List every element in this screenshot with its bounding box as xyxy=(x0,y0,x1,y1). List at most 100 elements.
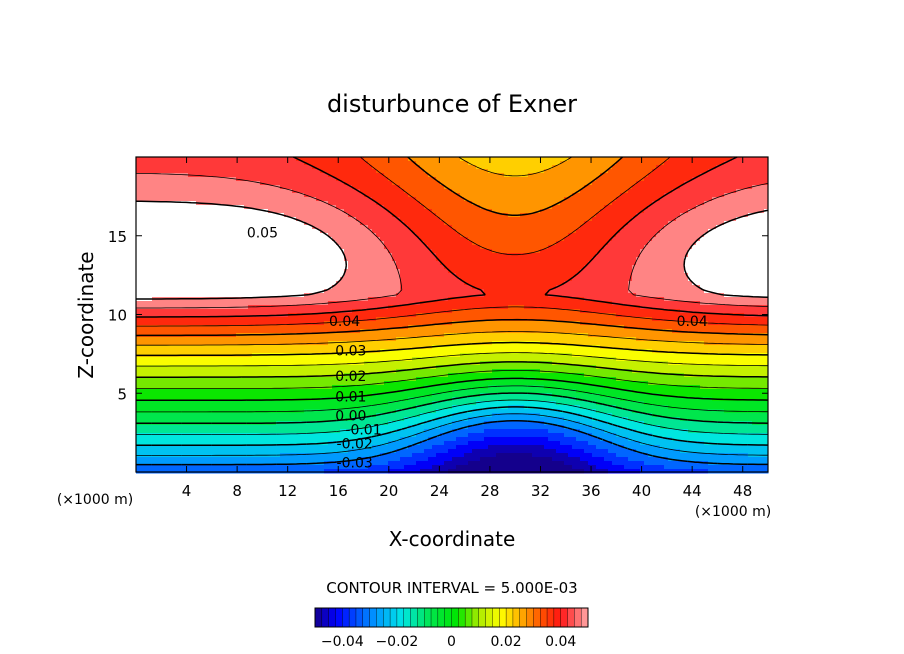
fill-cell xyxy=(732,241,737,246)
fill-cell xyxy=(548,245,553,250)
fill-cell xyxy=(576,225,581,230)
fill-cell xyxy=(452,157,457,162)
fill-cell xyxy=(584,269,589,274)
fill-cell xyxy=(324,245,329,250)
fill-cell xyxy=(456,157,461,162)
fill-cell xyxy=(520,189,525,194)
fill-cell xyxy=(484,213,489,218)
fill-cell xyxy=(464,245,469,250)
fill-cell xyxy=(232,193,237,198)
fill-cell xyxy=(212,273,217,278)
fill-cell xyxy=(328,277,333,282)
fill-cell xyxy=(296,221,301,226)
fill-cell xyxy=(248,245,253,250)
fill-cell xyxy=(200,213,205,218)
fill-cell xyxy=(172,257,177,262)
fill-cell xyxy=(656,253,661,258)
fill-cell xyxy=(600,173,605,178)
fill-cell xyxy=(204,257,209,262)
fill-cell xyxy=(404,225,409,230)
fill-cell xyxy=(564,229,569,234)
fill-cell xyxy=(216,253,221,258)
fill-cell xyxy=(264,265,269,270)
fill-cell xyxy=(604,273,609,278)
fill-cell xyxy=(680,177,685,182)
fill-cell xyxy=(540,245,545,250)
fill-cell xyxy=(584,173,589,178)
fill-cell xyxy=(736,173,741,178)
fill-cell xyxy=(664,237,669,242)
fill-cell xyxy=(332,233,337,238)
fill-cell xyxy=(640,185,645,190)
fill-cell xyxy=(276,245,281,250)
fill-cell xyxy=(504,193,509,198)
fill-cell xyxy=(236,205,241,210)
fill-cell xyxy=(172,249,177,254)
fill-cell xyxy=(564,233,569,238)
fill-cell xyxy=(344,161,349,166)
fill-cell xyxy=(560,217,565,222)
fill-cell xyxy=(468,277,473,282)
fill-cell xyxy=(340,253,345,258)
fill-cell xyxy=(552,241,557,246)
fill-cell xyxy=(276,273,281,278)
fill-cell xyxy=(748,241,753,246)
fill-cell xyxy=(540,205,545,210)
fill-cell xyxy=(460,201,465,206)
fill-cell xyxy=(752,201,757,206)
fill-cell xyxy=(504,189,509,194)
fill-cell xyxy=(436,201,441,206)
fill-cell xyxy=(312,157,317,162)
fill-cell xyxy=(348,193,353,198)
fill-cell xyxy=(668,229,673,234)
fill-cell xyxy=(260,209,265,214)
fill-cell xyxy=(360,185,365,190)
fill-cell xyxy=(648,257,653,262)
fill-cell xyxy=(752,229,757,234)
fill-cell xyxy=(428,273,433,278)
fill-cell xyxy=(260,217,265,222)
fill-cell xyxy=(180,253,185,258)
fill-cell xyxy=(704,277,709,282)
fill-cell xyxy=(188,221,193,226)
fill-cell xyxy=(752,165,757,170)
fill-cell xyxy=(428,281,433,286)
fill-cell xyxy=(736,261,741,266)
fill-cell xyxy=(464,189,469,194)
fill-cell xyxy=(752,273,757,278)
fill-cell xyxy=(364,177,369,182)
fill-cell xyxy=(404,193,409,198)
fill-cell xyxy=(512,237,517,242)
fill-cell xyxy=(304,257,309,262)
fill-cell xyxy=(656,161,661,166)
fill-cell xyxy=(456,205,461,210)
fill-cell xyxy=(636,193,641,198)
fill-cell xyxy=(448,281,453,286)
fill-cell xyxy=(248,233,253,238)
fill-cell xyxy=(200,193,205,198)
fill-cell xyxy=(556,165,561,170)
fill-cell xyxy=(756,173,761,178)
fill-cell xyxy=(320,161,325,166)
fill-cell xyxy=(420,201,425,206)
fill-cell xyxy=(528,157,533,162)
fill-cell xyxy=(748,161,753,166)
fill-cell xyxy=(216,265,221,270)
fill-cell xyxy=(284,225,289,230)
fill-cell xyxy=(736,257,741,262)
fill-cell xyxy=(252,185,257,190)
fill-cell xyxy=(712,181,717,186)
fill-cell xyxy=(400,209,405,214)
fill-cell xyxy=(264,213,269,218)
fill-cell xyxy=(688,237,693,242)
fill-cell xyxy=(312,229,317,234)
fill-cell xyxy=(688,173,693,178)
fill-cell xyxy=(420,189,425,194)
fill-cell xyxy=(600,165,605,170)
fill-cell xyxy=(548,229,553,234)
fill-cell xyxy=(308,185,313,190)
fill-cell xyxy=(512,277,517,282)
fill-cell xyxy=(412,185,417,190)
fill-cell xyxy=(708,245,713,250)
fill-cell xyxy=(292,233,297,238)
